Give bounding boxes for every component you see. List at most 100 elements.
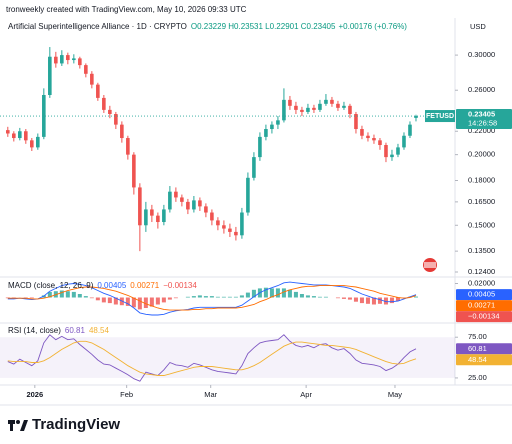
histogram-bar <box>77 294 82 298</box>
candle-body <box>192 200 196 210</box>
symbol-title: Artificial Superintelligence Alliance · … <box>8 22 187 31</box>
histogram-bar <box>71 291 76 298</box>
candle-body <box>378 140 382 146</box>
ohlc: O0.23229 H0.23531 L0.22901 C0.23405 <box>191 22 336 31</box>
flag-icon <box>423 258 437 272</box>
candle-body <box>276 120 280 125</box>
symbol-label: FETUSD <box>426 113 454 120</box>
candle-body <box>186 201 190 210</box>
macd-axis-value: 0.00405 <box>468 290 495 299</box>
candle-body <box>60 55 64 64</box>
macd-legend-value: −0.00134 <box>163 281 197 290</box>
candle-body <box>222 225 226 229</box>
candle-body <box>156 215 160 223</box>
candle-body <box>384 145 388 158</box>
rsi-line <box>7 340 417 376</box>
histogram-bar <box>125 297 130 306</box>
y-tick-label: 0.20000 <box>468 150 495 159</box>
x-tick-label: 2026 <box>26 390 43 399</box>
candle-body <box>372 138 376 141</box>
histogram-bar <box>197 295 202 298</box>
histogram-bar <box>161 297 166 303</box>
candle-body <box>240 212 244 236</box>
candle-body <box>408 124 412 136</box>
rsi-line <box>7 334 417 382</box>
histogram-bar <box>191 296 196 298</box>
histogram-bar <box>377 297 382 304</box>
macd-legend-value: 0.00405 <box>97 281 126 290</box>
candle-body <box>282 99 286 121</box>
histogram-bar <box>359 297 364 304</box>
rsi-axis-value: 48.54 <box>468 355 487 364</box>
histogram-bar <box>143 297 148 308</box>
y-tick-label: 0.30000 <box>468 50 495 59</box>
candle-body <box>234 231 238 236</box>
candle-body <box>228 228 232 232</box>
candle-body <box>66 55 70 61</box>
candle-body <box>54 56 58 64</box>
candle-body <box>306 107 310 112</box>
candle-body <box>138 187 142 226</box>
histogram-bar <box>269 288 274 298</box>
histogram-bar <box>209 296 214 298</box>
candle-body <box>180 197 184 202</box>
candle-body <box>402 135 406 148</box>
histogram-bar <box>155 297 160 305</box>
candle-body <box>288 99 292 106</box>
macd-line <box>7 285 417 311</box>
candle-body <box>210 212 214 221</box>
histogram-bar <box>107 297 112 304</box>
candle-body <box>174 191 178 198</box>
histogram-bar <box>227 296 232 298</box>
logo <box>8 420 28 431</box>
y-tick-label: 0.12400 <box>468 267 495 276</box>
histogram-bar <box>287 289 292 298</box>
macd-legend-value: 0.00271 <box>130 281 159 290</box>
legend: Artificial Superintelligence Alliance · … <box>8 22 407 31</box>
histogram-bar <box>371 297 376 305</box>
candle-body <box>78 58 82 66</box>
candle-body <box>336 103 340 108</box>
macd-axis-value: 0.00271 <box>468 301 495 310</box>
last-price-box <box>456 109 512 130</box>
histogram-bar <box>95 297 100 301</box>
histogram-bar <box>311 296 316 298</box>
candle-body <box>396 147 400 155</box>
candle-body <box>48 56 52 95</box>
histogram-bar <box>353 297 358 302</box>
credit: tronweekly created with TradingView.com,… <box>6 5 247 14</box>
rsi-axis-value-box <box>456 343 512 355</box>
histogram-bar <box>101 297 106 303</box>
candle-body <box>390 154 394 158</box>
candle-body <box>72 58 76 61</box>
histogram-bar <box>323 296 328 298</box>
symbol-box <box>425 110 455 123</box>
brand: TradingView <box>32 416 120 433</box>
candle-body <box>264 129 268 137</box>
histogram-bar <box>293 291 298 298</box>
candle-body <box>300 109 304 112</box>
candle-body <box>330 99 334 104</box>
candle-body <box>246 177 250 213</box>
macd-axis-value: −0.00134 <box>468 312 500 321</box>
histogram-bar <box>365 297 370 304</box>
y-tick-label: 0.02000 <box>468 278 495 287</box>
candle-body <box>216 220 220 226</box>
histogram-bar <box>263 287 268 298</box>
y-tick-label: 0.13500 <box>468 246 495 255</box>
candle-body <box>312 107 316 110</box>
macd-legend: MACD (close, 12, 26, 9) 0.00405 0.00271 −0.… <box>8 281 197 290</box>
histogram-bar <box>317 296 322 298</box>
candle-body <box>168 191 172 210</box>
candle-body <box>324 99 328 104</box>
rsi-band <box>0 337 455 378</box>
rsi-legend: RSI (14, close) 60.81 48.54 <box>8 326 110 335</box>
candle-body <box>294 105 298 110</box>
histogram-bar <box>59 290 64 298</box>
macd-axis-value-box <box>456 289 512 301</box>
rsi-title: RSI (14, close) <box>8 326 61 335</box>
histogram-bar <box>395 297 400 301</box>
candle-body <box>150 209 154 216</box>
candle-body <box>198 200 202 207</box>
